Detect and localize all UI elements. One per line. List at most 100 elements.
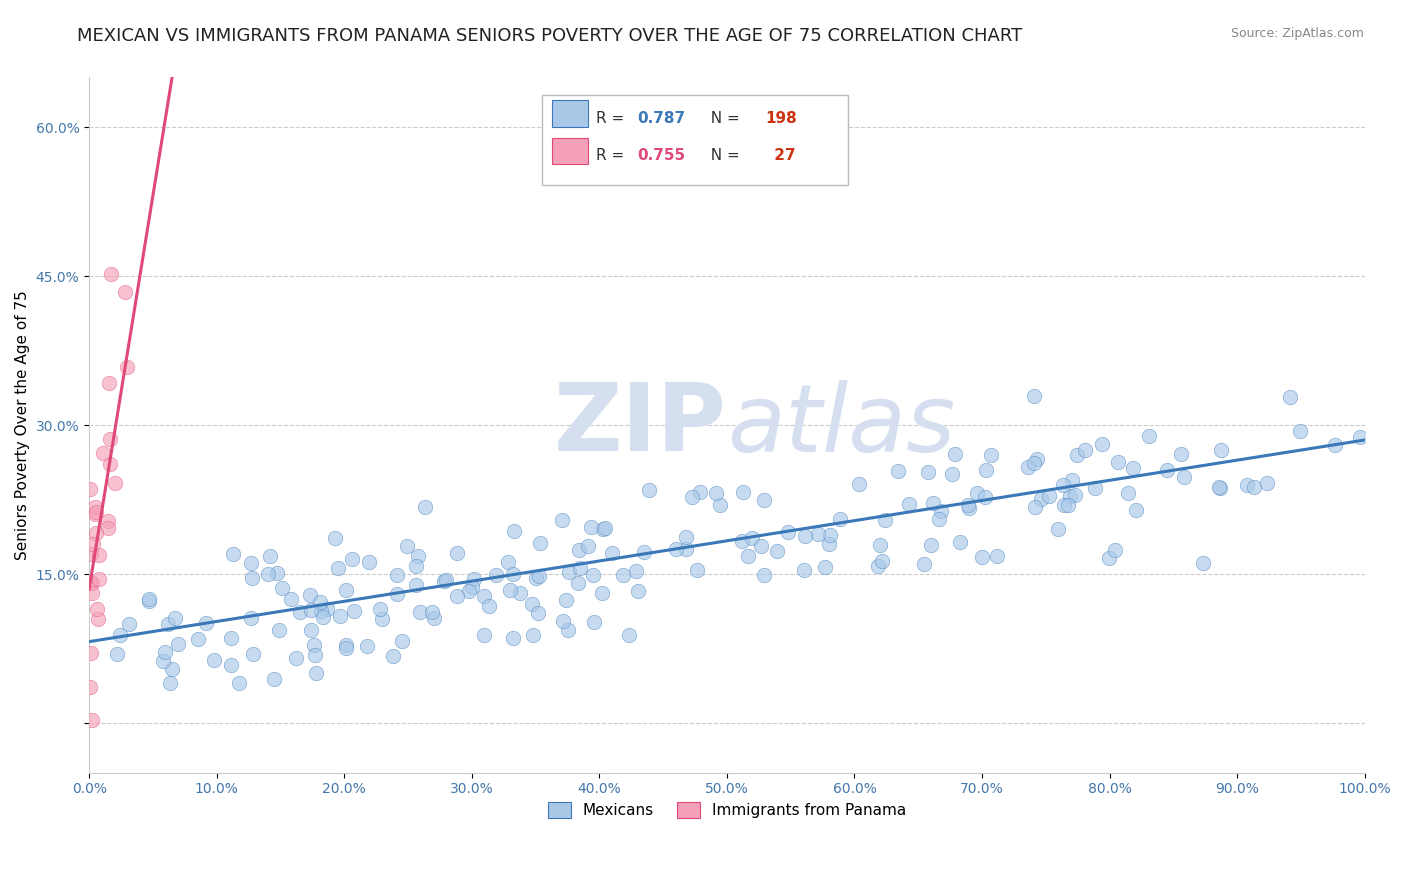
- Point: [637, 483, 659, 497]
- Point: [472, 628, 495, 642]
- Point: [368, 602, 391, 616]
- Point: [239, 556, 262, 570]
- Point: [159, 676, 181, 690]
- Point: [576, 539, 599, 553]
- Point: [737, 549, 759, 564]
- Point: [86, 601, 108, 615]
- Point: [496, 555, 519, 569]
- Point: [84, 526, 107, 541]
- Point: [869, 538, 891, 552]
- Point: [509, 585, 531, 599]
- Point: [1208, 482, 1230, 496]
- Point: [270, 581, 292, 595]
- Text: atlas: atlas: [727, 380, 955, 471]
- Point: [83, 500, 105, 514]
- Point: [463, 572, 485, 586]
- Point: [280, 592, 302, 607]
- Point: [1026, 452, 1049, 467]
- Point: [1052, 477, 1074, 491]
- Point: [423, 611, 446, 625]
- FancyBboxPatch shape: [553, 138, 588, 164]
- Y-axis label: Seniors Poverty Over the Age of 75: Seniors Poverty Over the Age of 75: [15, 290, 30, 560]
- Point: [1084, 481, 1107, 495]
- Point: [163, 611, 186, 625]
- Point: [957, 500, 980, 515]
- Point: [817, 537, 839, 551]
- Point: [86, 505, 108, 519]
- Point: [568, 542, 591, 557]
- Point: [807, 527, 830, 541]
- Point: [1098, 551, 1121, 566]
- Point: [709, 498, 731, 512]
- Point: [920, 538, 942, 552]
- FancyBboxPatch shape: [541, 95, 848, 186]
- Point: [391, 633, 413, 648]
- Point: [583, 615, 606, 629]
- Point: [972, 549, 994, 564]
- Text: 198: 198: [765, 111, 797, 126]
- Point: [1156, 463, 1178, 477]
- Point: [87, 612, 110, 626]
- Point: [228, 676, 250, 690]
- Point: [886, 464, 908, 478]
- Text: 0.787: 0.787: [638, 111, 686, 126]
- Point: [329, 608, 352, 623]
- Point: [269, 624, 291, 638]
- Point: [446, 546, 468, 560]
- Point: [502, 566, 524, 581]
- Point: [502, 524, 524, 538]
- Point: [155, 645, 177, 659]
- Point: [240, 571, 263, 585]
- Point: [166, 637, 188, 651]
- Point: [1091, 436, 1114, 450]
- Point: [108, 628, 131, 642]
- Point: [1236, 477, 1258, 491]
- Point: [156, 616, 179, 631]
- Point: [1053, 499, 1076, 513]
- Point: [928, 512, 950, 526]
- Point: [87, 548, 110, 562]
- Point: [943, 447, 966, 461]
- Point: [626, 564, 648, 578]
- Point: [83, 507, 105, 521]
- Point: [340, 551, 363, 566]
- Point: [335, 582, 357, 597]
- Point: [221, 547, 243, 561]
- Point: [948, 535, 970, 549]
- Point: [472, 589, 495, 603]
- Point: [1289, 424, 1312, 438]
- Point: [97, 514, 120, 528]
- Point: [941, 467, 963, 482]
- Text: 27: 27: [769, 148, 796, 163]
- Point: [97, 521, 120, 535]
- FancyBboxPatch shape: [553, 101, 588, 127]
- Point: [1137, 429, 1160, 443]
- Point: [704, 486, 727, 500]
- Point: [872, 554, 894, 568]
- Point: [776, 524, 799, 539]
- Point: [957, 498, 980, 512]
- Point: [1024, 500, 1046, 514]
- Point: [557, 623, 579, 637]
- Point: [89, 572, 111, 586]
- Text: ZIP: ZIP: [554, 379, 727, 471]
- Point: [312, 609, 335, 624]
- Point: [617, 628, 640, 642]
- Point: [242, 647, 264, 661]
- Point: [1063, 487, 1085, 501]
- Point: [323, 531, 346, 545]
- Point: [335, 641, 357, 656]
- Point: [733, 485, 755, 500]
- Point: [266, 566, 288, 580]
- Point: [592, 522, 614, 536]
- Point: [612, 567, 634, 582]
- Point: [315, 602, 337, 616]
- Point: [929, 504, 952, 518]
- Point: [818, 528, 841, 542]
- Point: [80, 575, 103, 590]
- Point: [986, 549, 1008, 563]
- Point: [568, 561, 591, 575]
- Point: [627, 584, 650, 599]
- Point: [522, 628, 544, 642]
- Point: [446, 589, 468, 603]
